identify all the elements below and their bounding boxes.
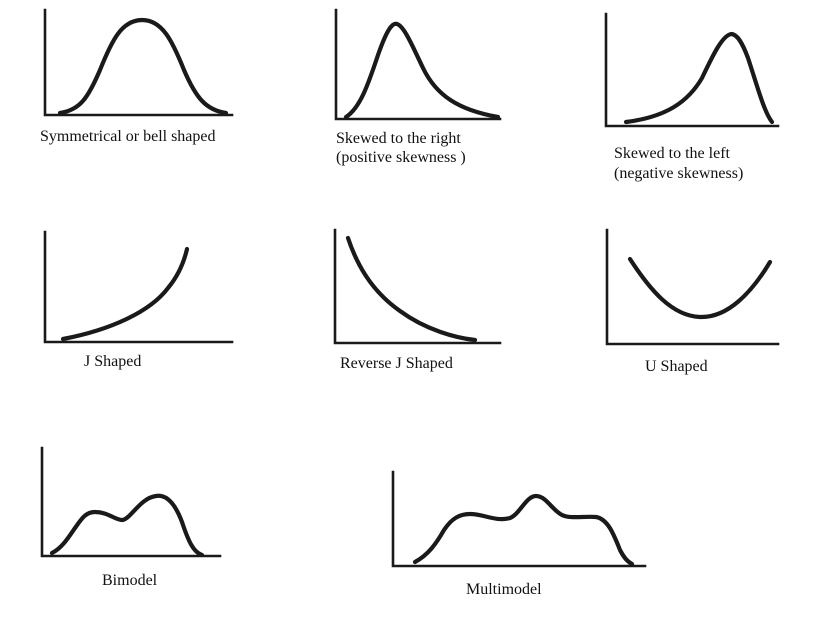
caption-multimodel: Multimodel [466, 581, 542, 598]
curve-bimodel [49, 493, 205, 558]
caption-bimodel-line-1: Bimodel [102, 572, 158, 589]
caption-u-shaped-line-1: U Shaped [645, 358, 708, 375]
caption-bimodel: Bimodel [102, 572, 158, 589]
caption-reverse-j-shaped-line-1: Reverse J Shaped [340, 355, 453, 372]
caption-j-shaped-line-1: J Shaped [84, 353, 141, 370]
axes-j-shaped [43, 230, 234, 344]
panel-j-shaped: J Shaped [43, 230, 234, 370]
panel-skewed-left: Skewed to the left (negative skewness) [604, 12, 780, 182]
axes-u-shaped [605, 228, 780, 346]
caption-skewed-right-line-2: (positive skewness ) [336, 149, 466, 166]
panel-bimodel: Bimodel [40, 446, 222, 589]
axes-multimodel [391, 470, 647, 568]
caption-multimodel-line-1: Multimodel [466, 581, 542, 598]
caption-skewed-left-line-1: Skewed to the left [614, 145, 731, 162]
panel-symmetrical: Symmetrical or bell shaped [40, 8, 234, 145]
axes-skewed-left [604, 12, 780, 128]
curve-reverse-j-shaped [345, 235, 478, 343]
caption-symmetrical-line-1: Symmetrical or bell shaped [40, 128, 216, 145]
caption-reverse-j-shaped: Reverse J Shaped [340, 355, 453, 372]
panel-reverse-j-shaped: Reverse J Shaped [333, 228, 502, 372]
caption-skewed-right-line-1: Skewed to the right [336, 130, 461, 147]
panel-multimodel: Multimodel [391, 470, 647, 598]
caption-skewed-left-line-2: (negative skewness) [614, 165, 743, 182]
curve-multimodel [412, 493, 635, 567]
caption-j-shaped: J Shaped [84, 353, 141, 370]
caption-skewed-left: Skewed to the left (negative skewness) [614, 145, 743, 182]
curve-j-shaped [60, 246, 190, 342]
curve-skewed-left [623, 31, 775, 125]
curve-symmetrical [57, 17, 229, 116]
axes-symmetrical [43, 8, 234, 117]
caption-symmetrical: Symmetrical or bell shaped [40, 128, 216, 145]
curve-skewed-right [343, 21, 501, 120]
curve-u-shaped [627, 256, 773, 320]
panel-u-shaped: U Shaped [605, 228, 780, 375]
panel-skewed-right: Skewed to the right (positive skewness ) [334, 8, 502, 166]
caption-u-shaped: U Shaped [645, 358, 708, 375]
axes-bimodel [40, 446, 222, 558]
axes-reverse-j-shaped [333, 228, 502, 345]
axes-skewed-right [334, 8, 502, 121]
caption-skewed-right: Skewed to the right (positive skewness ) [336, 130, 466, 166]
